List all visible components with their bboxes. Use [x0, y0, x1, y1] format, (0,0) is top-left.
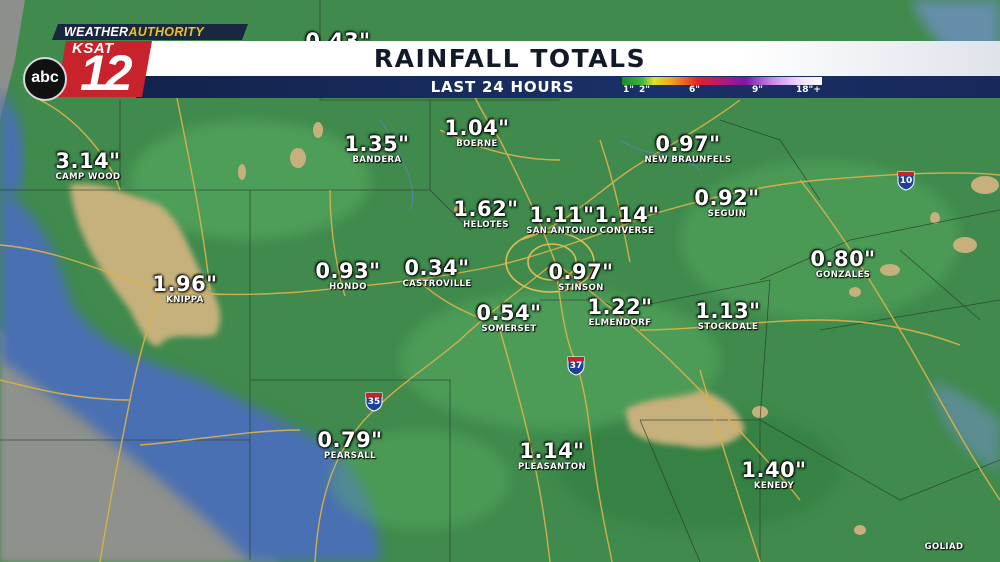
city-name: STINSON [558, 283, 604, 293]
weather-authority-logo: WEATHERAUTHORITY [64, 24, 204, 40]
amount-value: 0.54" [476, 301, 542, 325]
amount-value: 1.35" [344, 132, 410, 156]
city-name: SAN ANTONIO [526, 226, 598, 236]
amount-value: 0.34" [404, 256, 470, 280]
rainfall-color-scale [622, 77, 822, 85]
city-name: GONZALES [815, 270, 871, 280]
amount-value: 0.97" [655, 132, 721, 156]
amount-value: 1.13" [695, 299, 761, 323]
interstate-10-shield: 10 [896, 171, 916, 191]
weather-authority-banner [52, 24, 248, 40]
amount-helotes: 1.62" HELOTES [453, 198, 518, 230]
city-name: HELOTES [463, 220, 509, 230]
abc-logo-icon [23, 57, 67, 101]
page-title: RAINFALL TOTALS [373, 44, 647, 73]
scale-tick-6: 6" [689, 85, 700, 95]
amount-value: 1.40" [741, 458, 807, 482]
amount-bandera: 1.35" BANDERA [344, 133, 409, 165]
scale-tick-9: 9" [752, 85, 763, 95]
ksat-logo-block [56, 41, 152, 97]
ksat-logo-text: KSAT [72, 40, 114, 57]
amount-castroville: 0.34" CASTROVILLE [402, 257, 471, 289]
amount-hondo: 0.93" HONDO [315, 260, 380, 292]
scale-tick-2: 2" [639, 85, 650, 95]
amount-value: 0.93" [315, 259, 381, 283]
amount-pleasanton: 1.14" PLEASANTON [518, 440, 586, 472]
city-name: SOMERSET [481, 324, 537, 334]
amount-seguin: 0.92" SEGUIN [694, 187, 759, 219]
amount-value: 0.80" [810, 247, 876, 271]
amount-value: 1.04" [444, 116, 510, 140]
amount-value: 0.97" [548, 260, 614, 284]
scale-tick-1: 1" [623, 85, 634, 95]
amount-kenedy: 1.40" KENEDY [741, 459, 806, 491]
page-subtitle: LAST 24 HOURS [430, 78, 575, 96]
amount-value: 1.62" [453, 197, 519, 221]
amount-camp-wood: 3.14" CAMP WOOD [55, 150, 120, 182]
amount-pearsall: 0.79" PEARSALL [317, 429, 382, 461]
city-name: HONDO [329, 282, 367, 292]
city-name: KNIPPA [166, 295, 204, 305]
amount-new-braunfels: 0.97" NEW BRAUNFELS [645, 133, 732, 165]
city-name: STOCKDALE [697, 322, 759, 332]
city-name: CONVERSE [599, 226, 655, 236]
abc-logo-text: abc [31, 69, 59, 86]
amount-gonzales: 0.80" GONZALES [810, 248, 875, 280]
amount-elmendorf: 1.22" ELMENDORF [587, 296, 652, 328]
city-name: BANDERA [352, 155, 402, 165]
city-name: KENEDY [753, 481, 795, 491]
brand-suffix: AUTHORITY [128, 25, 204, 39]
amount-value: 3.14" [55, 149, 121, 173]
city-name: CASTROVILLE [402, 279, 472, 289]
city-name: ELMENDORF [588, 318, 652, 328]
amount-stinson: 0.97" STINSON [548, 261, 613, 293]
amount-value: 0.79" [317, 428, 383, 452]
interstate-37-shield: 37 [566, 356, 586, 376]
interstate-10-number: 10 [899, 176, 913, 186]
amount-value: 1.14" [519, 439, 585, 463]
amount-somerset: 0.54" SOMERSET [476, 302, 541, 334]
city-name: NEW BRAUNFELS [644, 155, 732, 165]
amount-stockdale: 1.13" STOCKDALE [695, 300, 760, 332]
city-name: PEARSALL [324, 451, 376, 461]
city-name: PLEASANTON [518, 462, 586, 472]
amount-san-antonio: 1.11" SAN ANTONIO [526, 204, 597, 236]
amount-value: 1.11" [529, 203, 595, 227]
city-name: CAMP WOOD [55, 172, 121, 182]
interstate-37-number: 37 [569, 361, 583, 371]
title-banner [136, 41, 1000, 76]
amount-knippa: 1.96" KNIPPA [152, 273, 217, 305]
amount-value: 1.96" [152, 272, 218, 296]
amount-value: 1.22" [587, 295, 653, 319]
amount-converse: 1.14" CONVERSE [594, 204, 659, 236]
amount-value: 1.14" [594, 203, 660, 227]
interstate-35-number: 35 [367, 397, 381, 407]
amount-boerne: 1.04" BOERNE [444, 117, 509, 149]
ksat-channel-number: 12 [80, 45, 133, 101]
brand-prefix: WEATHER [64, 25, 129, 39]
city-name: BOERNE [456, 139, 498, 149]
city-goliad: GOLIAD [924, 542, 964, 552]
city-name: SEGUIN [707, 209, 747, 219]
scale-tick-18: 18"+ [796, 85, 821, 95]
interstate-35-shield: 35 [364, 392, 384, 412]
amount-value: 0.92" [694, 186, 760, 210]
